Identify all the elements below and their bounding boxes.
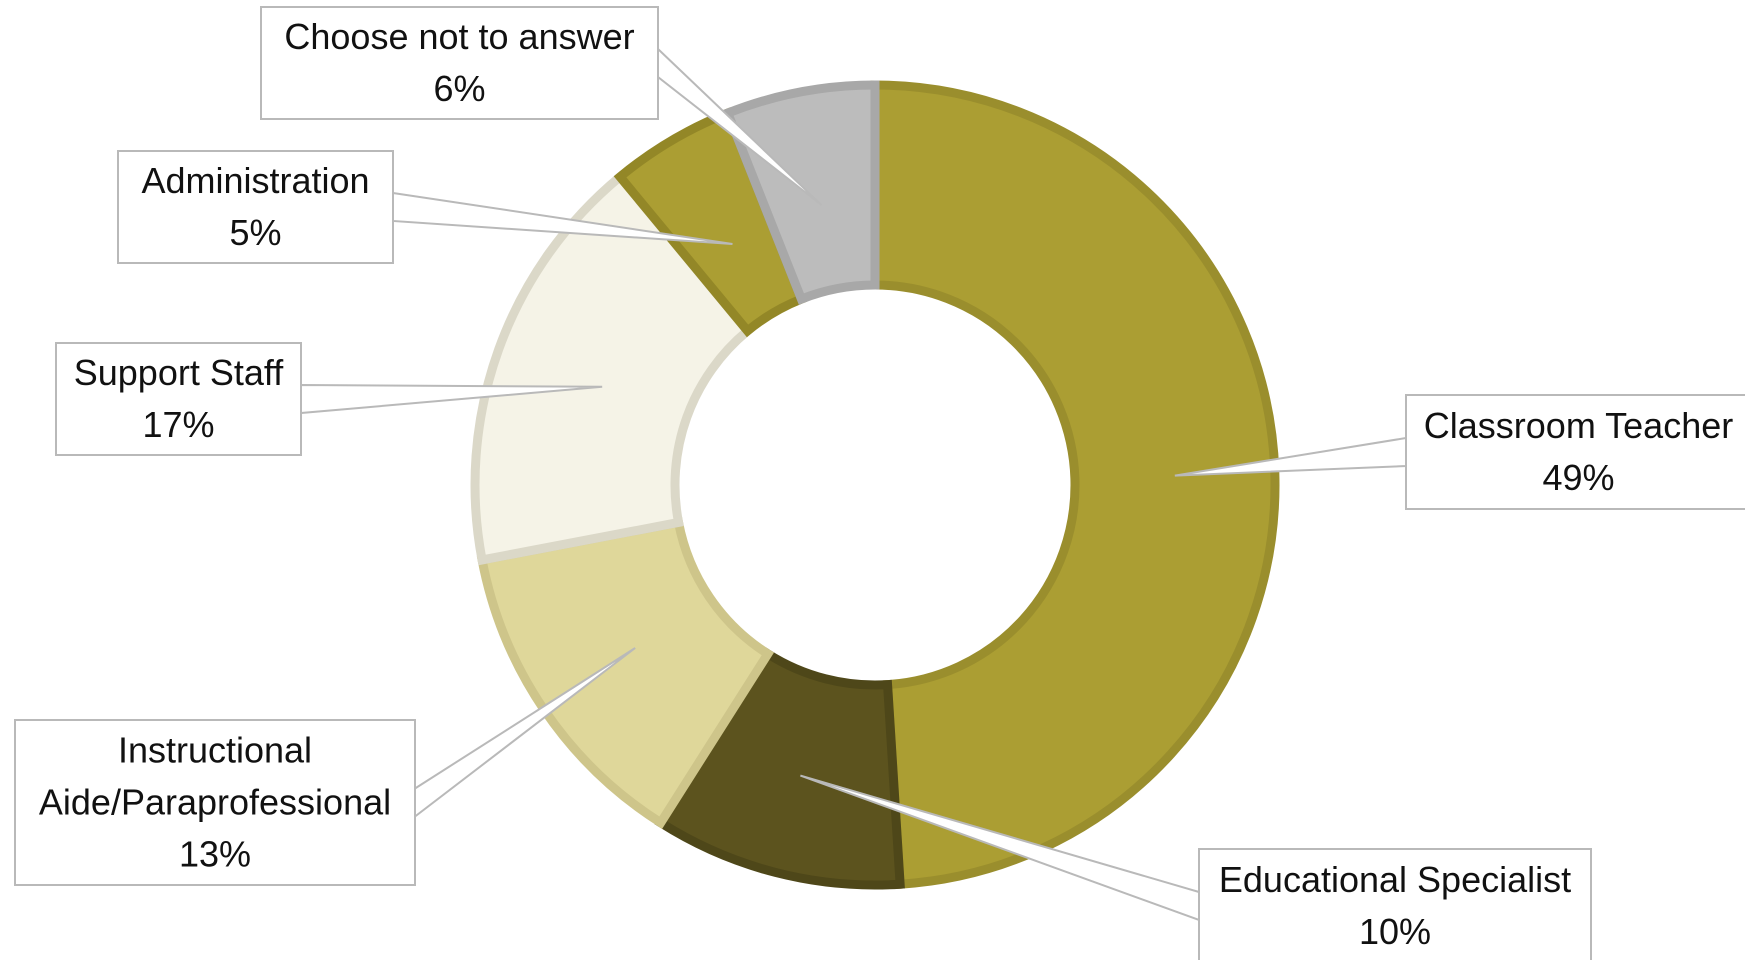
data-label-educational-specialist: Educational Specialist 10% (1219, 859, 1571, 952)
data-label-percent: 49% (1542, 457, 1614, 498)
data-label-name: Instructional (118, 730, 312, 771)
slice-instructional-aide-paraprofessional (476, 517, 775, 829)
label-box-classroom-teacher (1405, 394, 1745, 510)
data-label-percent: 17% (142, 404, 214, 445)
data-label-percent: 5% (229, 212, 281, 253)
data-label-choose-not-to-answer: Choose not to answer 6% (284, 16, 634, 109)
data-label-support-staff: Support Staff 17% (74, 352, 284, 445)
slice-support-staff (470, 170, 754, 566)
data-label-name: Support Staff (74, 352, 284, 393)
leader-lines-layer (300, 46, 1407, 922)
slice-classroom-teacher (870, 80, 1280, 889)
data-label-percent: 10% (1359, 911, 1431, 952)
label-box-administration (117, 150, 394, 264)
slices-layer (470, 80, 1280, 890)
data-label-name: Educational Specialist (1219, 859, 1571, 900)
slice-choose-not-to-answer (721, 80, 880, 305)
data-label-name: Aide/Paraprofessional (39, 782, 391, 823)
data-label-instructional-aide-paraprofessional: Instructional Aide/Paraprofessional 13% (39, 730, 391, 875)
data-label-name: Classroom Teacher (1424, 405, 1733, 446)
label-box-support-staff (55, 342, 302, 456)
data-labels-layer: Classroom Teacher 49% Educational Speciali… (14, 6, 1745, 964)
label-box-instructional-aide-paraprofessional (14, 719, 416, 886)
label-box-choose-not-to-answer (260, 6, 659, 120)
data-label-administration: Administration 5% (141, 160, 369, 253)
data-label-percent: 13% (179, 834, 251, 875)
slice-educational-specialist (654, 647, 905, 890)
data-label-name: Administration (141, 160, 369, 201)
data-label-name: Choose not to answer (284, 16, 634, 57)
data-label-classroom-teacher: Classroom Teacher 49% (1424, 405, 1733, 498)
data-label-percent: 6% (433, 68, 485, 109)
